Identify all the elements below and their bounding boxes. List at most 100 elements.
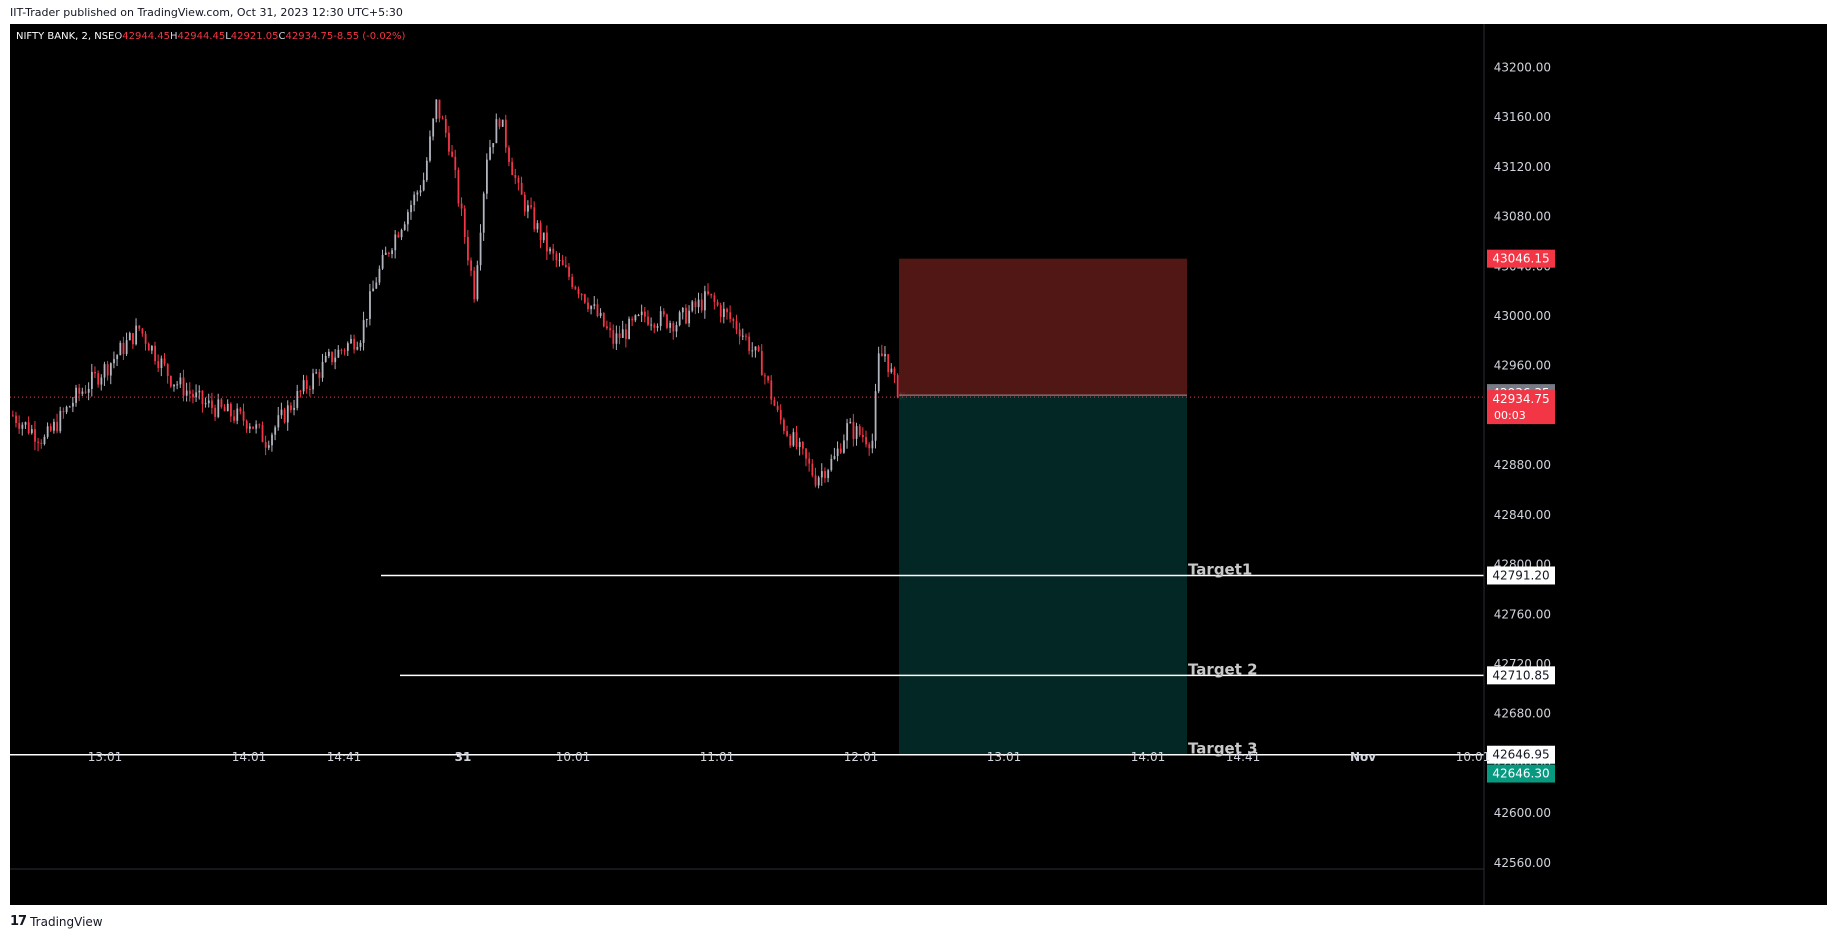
candle-body[interactable] xyxy=(195,392,198,398)
candle-body[interactable] xyxy=(631,318,634,321)
candle-body[interactable] xyxy=(223,406,226,412)
candle-body[interactable] xyxy=(656,326,659,328)
candle-body[interactable] xyxy=(754,346,757,351)
candle-body[interactable] xyxy=(574,286,577,289)
candle-body[interactable] xyxy=(473,270,476,300)
candle-body[interactable] xyxy=(716,302,719,306)
candle-body[interactable] xyxy=(160,358,163,369)
candle-body[interactable] xyxy=(27,422,30,434)
candle-body[interactable] xyxy=(881,353,883,357)
candle-body[interactable] xyxy=(814,475,817,486)
candle-body[interactable] xyxy=(723,308,725,317)
candle-body[interactable] xyxy=(410,204,412,213)
candle-body[interactable] xyxy=(707,291,709,294)
candle-body[interactable] xyxy=(609,328,612,331)
candle-body[interactable] xyxy=(843,440,845,453)
candle-body[interactable] xyxy=(413,194,416,205)
candle-body[interactable] xyxy=(122,342,125,354)
candle-body[interactable] xyxy=(397,234,400,238)
candle-body[interactable] xyxy=(372,288,375,292)
candle-body[interactable] xyxy=(318,372,321,378)
candle-body[interactable] xyxy=(147,343,150,351)
candle-body[interactable] xyxy=(552,248,555,254)
candle-body[interactable] xyxy=(46,426,49,437)
candle-body[interactable] xyxy=(836,448,839,457)
candle-body[interactable] xyxy=(827,470,830,479)
candle-body[interactable] xyxy=(675,325,678,332)
candle-body[interactable] xyxy=(135,325,138,345)
candle-body[interactable] xyxy=(486,159,488,194)
candle-body[interactable] xyxy=(192,393,194,398)
candle-body[interactable] xyxy=(283,409,286,423)
candle-body[interactable] xyxy=(855,426,858,439)
candle-body[interactable] xyxy=(407,212,409,225)
candle-body[interactable] xyxy=(729,312,732,320)
candlestick-chart[interactable]: Target1 Target 2 Target 3 43200.00 43160.00 4… xyxy=(10,24,1827,905)
candle-body[interactable] xyxy=(204,403,207,405)
candle-body[interactable] xyxy=(356,347,359,350)
candle-body[interactable] xyxy=(508,147,510,163)
candle-body[interactable] xyxy=(34,429,36,442)
candle-body[interactable] xyxy=(264,442,267,448)
candle-body[interactable] xyxy=(261,424,264,443)
candle-body[interactable] xyxy=(305,380,308,389)
candle-body[interactable] xyxy=(568,266,570,277)
candle-body[interactable] xyxy=(68,406,71,408)
candle-body[interactable] xyxy=(738,329,741,337)
candle-body[interactable] xyxy=(628,318,630,339)
candle-body[interactable] xyxy=(53,421,55,431)
candle-body[interactable] xyxy=(599,312,602,316)
candle-body[interactable] xyxy=(369,291,371,319)
candle-body[interactable] xyxy=(542,232,545,241)
candle-body[interactable] xyxy=(833,456,836,459)
candle-body[interactable] xyxy=(678,312,681,326)
candle-body[interactable] xyxy=(820,471,823,478)
candle-body[interactable] xyxy=(479,232,482,266)
candle-body[interactable] xyxy=(549,248,551,252)
candle-body[interactable] xyxy=(400,229,403,238)
tradingview-logo-icon[interactable]: 17 xyxy=(10,914,27,929)
candle-body[interactable] xyxy=(776,405,779,411)
last-price-badge[interactable] xyxy=(1487,390,1555,425)
candle-body[interactable] xyxy=(62,410,65,413)
candle-body[interactable] xyxy=(476,265,479,300)
candle-body[interactable] xyxy=(151,345,153,351)
candle-body[interactable] xyxy=(726,308,728,313)
candle-body[interactable] xyxy=(299,391,302,393)
candle-body[interactable] xyxy=(315,372,318,374)
candle-body[interactable] xyxy=(103,364,106,378)
candle-body[interactable] xyxy=(760,350,763,376)
candle-body[interactable] xyxy=(245,420,248,429)
candle-body[interactable] xyxy=(824,471,826,479)
candle-body[interactable] xyxy=(113,359,115,364)
candle-body[interactable] xyxy=(565,265,567,267)
candle-body[interactable] xyxy=(662,311,665,315)
candle-body[interactable] xyxy=(94,371,96,374)
candle-body[interactable] xyxy=(378,268,381,283)
candle-body[interactable] xyxy=(640,311,643,316)
candle-body[interactable] xyxy=(625,329,627,339)
candle-body[interactable] xyxy=(770,380,773,400)
candle-body[interactable] xyxy=(732,319,735,321)
candle-body[interactable] xyxy=(21,424,24,429)
candle-body[interactable] xyxy=(896,375,899,398)
candle-body[interactable] xyxy=(792,432,795,446)
candle-body[interactable] xyxy=(220,399,223,407)
candle-body[interactable] xyxy=(495,119,498,144)
candle-body[interactable] xyxy=(271,434,273,446)
target-price-badge-green[interactable] xyxy=(1487,764,1555,783)
candle-body[interactable] xyxy=(425,160,428,181)
candle-body[interactable] xyxy=(416,192,419,195)
candle-body[interactable] xyxy=(764,375,766,377)
candle-body[interactable] xyxy=(697,299,700,308)
candle-body[interactable] xyxy=(858,426,861,435)
candle-body[interactable] xyxy=(182,377,185,396)
candle-body[interactable] xyxy=(290,405,292,410)
candle-body[interactable] xyxy=(170,375,172,387)
candle-body[interactable] xyxy=(874,391,877,441)
candle-body[interactable] xyxy=(798,441,801,447)
candle-body[interactable] xyxy=(463,208,466,237)
candle-body[interactable] xyxy=(561,260,564,266)
candle-body[interactable] xyxy=(309,388,311,390)
candle-body[interactable] xyxy=(87,388,90,393)
